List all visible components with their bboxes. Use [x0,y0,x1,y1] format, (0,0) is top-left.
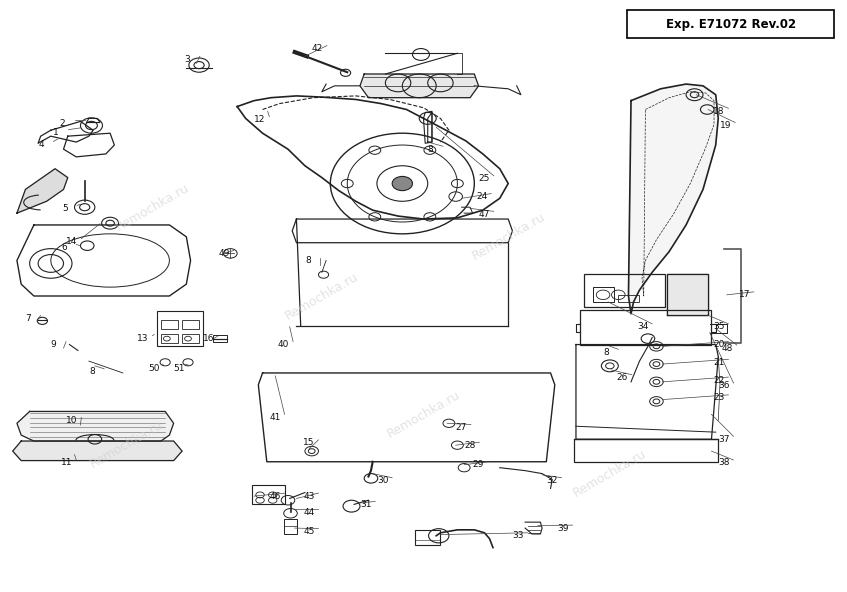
Text: Remochka.ru: Remochka.ru [469,211,547,263]
Bar [584,274,665,307]
Text: 23: 23 [713,393,724,403]
Bar [593,287,614,302]
Circle shape [392,176,412,191]
Polygon shape [628,84,718,314]
Text: Remochka.ru: Remochka.ru [88,418,166,470]
Text: 7: 7 [25,314,31,323]
Text: 42: 42 [312,44,323,53]
Bar [161,320,178,329]
Text: Remochka.ru: Remochka.ru [113,181,191,233]
Text: 46: 46 [269,491,280,501]
Bar [252,485,285,504]
Text: Remochka.ru: Remochka.ru [283,270,361,322]
Text: 45: 45 [303,527,314,536]
Text: 9: 9 [51,340,57,349]
Text: 28: 28 [464,440,475,450]
Text: 43: 43 [303,491,314,501]
Text: 25: 25 [479,174,490,184]
Text: 41: 41 [269,413,280,422]
Polygon shape [17,411,174,441]
Text: 16: 16 [203,334,215,343]
Text: 20: 20 [713,340,724,349]
Text: 34: 34 [637,322,648,332]
Text: 29: 29 [473,460,484,469]
Text: 14: 14 [66,237,77,246]
Text: 22: 22 [713,375,724,385]
Text: 50: 50 [148,363,160,373]
Text: 40: 40 [278,340,289,349]
Text: 2: 2 [59,118,65,128]
Text: 39: 39 [557,523,569,533]
Bar [415,530,440,545]
Text: 4: 4 [38,140,44,149]
Text: 44: 44 [303,507,314,517]
Text: Remochka.ru: Remochka.ru [571,448,649,500]
Text: 51: 51 [174,363,185,373]
Text: 36: 36 [718,381,730,391]
Text: 8: 8 [305,256,311,265]
Bar [284,519,297,534]
Text: 15: 15 [303,438,315,448]
Text: 47: 47 [479,210,490,219]
Bar [574,439,718,462]
Text: 48: 48 [722,343,733,353]
Text: Remochka.ru: Remochka.ru [385,388,462,440]
Text: 1: 1 [53,128,59,137]
Text: 21: 21 [713,358,724,367]
Bar [182,334,199,343]
Text: 5: 5 [62,204,68,213]
Text: 13: 13 [137,334,149,343]
Bar [618,295,639,302]
Text: 8: 8 [428,144,434,154]
Text: 8: 8 [603,348,609,357]
Text: 27: 27 [456,423,467,432]
Bar [157,311,203,346]
Text: 3: 3 [185,54,191,64]
Text: 30: 30 [377,476,389,485]
Text: 33: 33 [512,531,524,540]
Bar [161,334,178,343]
Text: 12: 12 [254,115,265,124]
Text: 6: 6 [61,243,67,252]
Bar [580,310,711,345]
Polygon shape [13,441,182,461]
Polygon shape [667,274,708,315]
Text: 17: 17 [739,290,750,300]
Text: 38: 38 [718,458,730,468]
Polygon shape [17,169,68,213]
Text: 49: 49 [219,249,230,258]
Bar [667,274,708,315]
Text: 18: 18 [713,107,725,116]
Text: 19: 19 [720,121,732,130]
Text: 31: 31 [360,500,372,509]
Bar [627,10,834,38]
Text: 8: 8 [89,367,95,377]
Text: 11: 11 [61,458,73,468]
Text: 37: 37 [718,435,730,444]
Text: 24: 24 [476,192,487,201]
Text: 10: 10 [66,416,78,425]
Text: 35: 35 [713,322,725,332]
Bar [182,320,199,329]
Bar [213,335,227,342]
Text: 32: 32 [546,476,557,485]
Polygon shape [360,74,479,98]
Text: Exp. E71072 Rev.02: Exp. E71072 Rev.02 [666,18,796,31]
Text: 26: 26 [617,373,628,382]
